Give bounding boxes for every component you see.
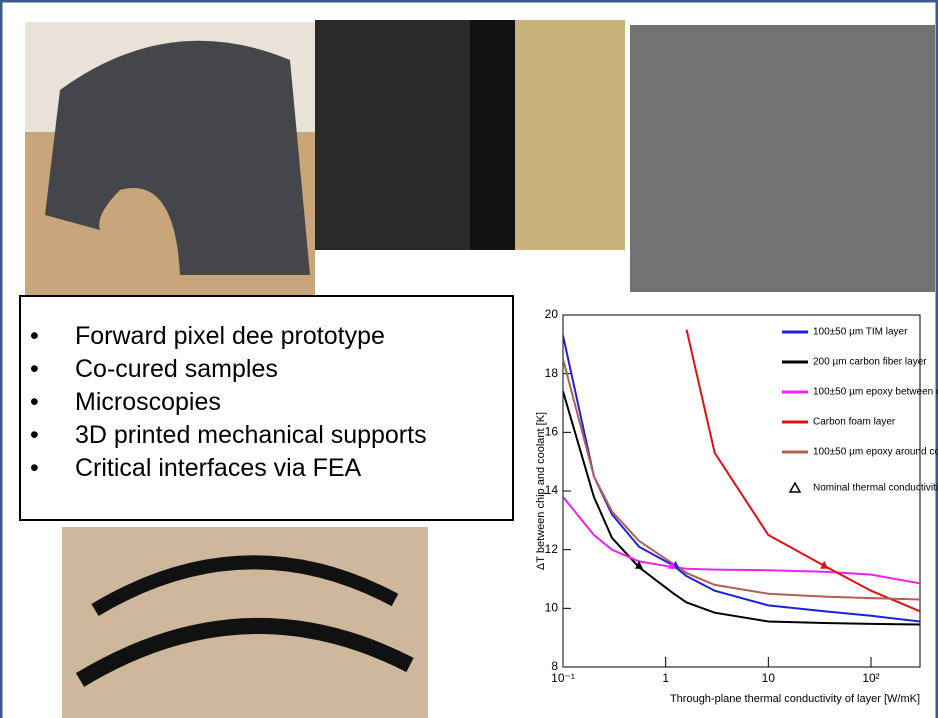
bullet: •Microscopies	[30, 386, 427, 419]
photo-dee	[25, 22, 315, 300]
y-tick-label: 20	[545, 307, 559, 321]
bullet-text: Co-cured samples	[75, 355, 278, 383]
x-axis-label: Through-plane thermal conductivity of la…	[670, 693, 920, 705]
x-tick-label: 10²	[862, 671, 879, 685]
legend-label: 200 µm carbon fiber layer	[813, 357, 927, 368]
photo-micro	[630, 25, 935, 292]
bullet-text: Microscopies	[75, 388, 221, 416]
bullet: •Forward pixel dee prototype	[30, 320, 427, 353]
bullet: •3D printed mechanical supports	[30, 419, 427, 452]
bullet-text: Critical interfaces via FEA	[75, 454, 361, 482]
legend-label: 100±50 µm epoxy between carbon fiber and…	[813, 387, 938, 398]
bullet-text: 3D printed mechanical supports	[75, 421, 427, 449]
nominal-label: Nominal thermal conductivities of differ…	[813, 483, 938, 494]
photo-supports	[62, 527, 428, 718]
y-tick-label: 10	[545, 601, 559, 615]
x-tick-label: 1	[662, 671, 669, 685]
y-axis-label: ΔT between chip and coolant [K]	[535, 412, 547, 570]
photo-foam	[315, 20, 625, 250]
slide: 810121416182010⁻¹11010²Through-plane the…	[0, 0, 938, 718]
bullet: •Co-cured samples	[30, 353, 427, 386]
x-tick-label: 10⁻¹	[551, 671, 575, 685]
legend-label: 100±50 µm epoxy around cooling pipe	[813, 447, 938, 458]
bullet: •Critical interfaces via FEA	[30, 452, 427, 485]
bullet-text: Forward pixel dee prototype	[75, 322, 385, 350]
legend-label: Carbon foam layer	[813, 417, 896, 428]
legend-label: 100±50 µm TIM layer	[813, 327, 908, 338]
y-tick-label: 18	[545, 366, 559, 380]
x-tick-label: 10	[762, 671, 776, 685]
